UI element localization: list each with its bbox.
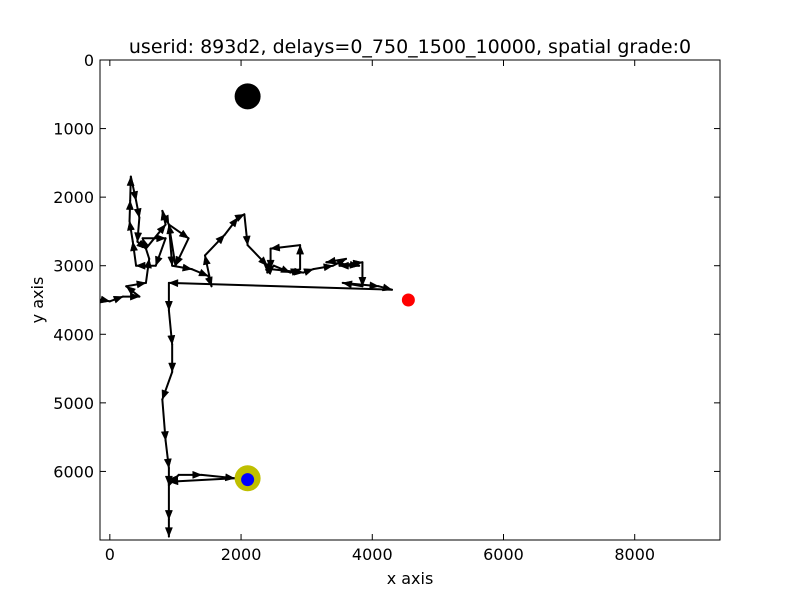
y-tick-label: 2000 bbox=[53, 188, 94, 207]
path-arrow-head bbox=[127, 220, 135, 231]
y-axis-label: y axis bbox=[28, 277, 47, 324]
path-arrow-head bbox=[135, 261, 146, 270]
path-arrow-head bbox=[161, 214, 170, 226]
chart-title: userid: 893d2, delays=0_750_1500_10000, … bbox=[129, 36, 691, 58]
path-arrow-head bbox=[163, 458, 172, 469]
path-arrow-head bbox=[164, 510, 173, 521]
path-arrow-head bbox=[156, 224, 167, 235]
plot-frame bbox=[99, 59, 721, 541]
path-arrow-head bbox=[303, 268, 314, 276]
path-arrow-head bbox=[156, 234, 167, 243]
path-arrow-head bbox=[161, 389, 170, 401]
path-arrow-head bbox=[352, 259, 364, 268]
y-tick-label: 4000 bbox=[53, 325, 94, 344]
path-arrow-head bbox=[168, 477, 179, 486]
x-tick-label: 0 bbox=[105, 545, 115, 564]
path-arrow-head bbox=[178, 229, 190, 239]
path-arrow-head bbox=[130, 190, 138, 202]
path-arrow-head bbox=[130, 241, 138, 252]
path-arrow-head bbox=[269, 243, 281, 252]
path-arrow-head bbox=[203, 254, 211, 266]
path-arrow-head bbox=[215, 234, 226, 245]
path-arrow-head bbox=[192, 470, 203, 479]
x-tick-label: 6000 bbox=[483, 545, 524, 564]
path-arrow-head bbox=[134, 232, 143, 243]
path-arrow-head bbox=[234, 213, 245, 223]
path-arrow-head bbox=[229, 217, 239, 228]
path-arrow-head bbox=[155, 255, 163, 267]
target-marker bbox=[234, 83, 261, 110]
path-arrow-head bbox=[182, 263, 193, 272]
path-arrow-head bbox=[112, 296, 124, 304]
path-arrow-head bbox=[358, 277, 367, 287]
x-ticks: 0 2000 4000 6000 8000 bbox=[105, 60, 655, 564]
y-tick-label: 6000 bbox=[53, 462, 94, 481]
path-arrow-head bbox=[136, 280, 147, 289]
path-arrow-head bbox=[125, 285, 136, 296]
path-arrow-head bbox=[167, 334, 176, 346]
path-arrow-head bbox=[323, 263, 334, 272]
y-ticks: 0 1000 2000 3000 4000 5000 6000 bbox=[53, 51, 720, 481]
end-marker bbox=[241, 473, 255, 487]
path-arrow-head bbox=[100, 295, 111, 304]
path-arrow-head bbox=[164, 301, 173, 311]
y-tick-label: 1000 bbox=[53, 120, 94, 139]
x-tick-label: 4000 bbox=[352, 545, 393, 564]
path-arrow-head bbox=[130, 292, 141, 301]
x-tick-label: 2000 bbox=[221, 545, 262, 564]
path-arrow-head bbox=[167, 256, 176, 267]
plot-layer bbox=[100, 83, 415, 538]
path-arrow-head bbox=[125, 199, 134, 210]
path-arrow-head bbox=[198, 268, 209, 277]
path-arrow-head bbox=[266, 259, 275, 270]
x-tick-label: 8000 bbox=[614, 545, 655, 564]
x-axis-label: x axis bbox=[387, 569, 434, 588]
path-arrow-head bbox=[175, 255, 184, 267]
y-tick-label: 3000 bbox=[53, 257, 94, 276]
y-tick-label: 5000 bbox=[53, 394, 94, 413]
path-arrow-head bbox=[136, 239, 147, 249]
path-segment bbox=[167, 281, 393, 291]
path-arrow-head bbox=[369, 281, 380, 290]
path-arrow-head bbox=[133, 207, 142, 219]
path-arrow-head bbox=[293, 267, 305, 276]
path-arrow-head bbox=[160, 431, 169, 442]
path-arrow-head bbox=[164, 527, 173, 538]
path-segment bbox=[167, 477, 236, 483]
path-arrow-head bbox=[168, 279, 179, 288]
y-tick-label: 0 bbox=[84, 51, 94, 70]
path-arrow-head bbox=[242, 235, 251, 246]
path-arrow-head bbox=[168, 362, 177, 373]
path-arrow-head bbox=[296, 244, 305, 255]
start-marker bbox=[401, 293, 415, 307]
